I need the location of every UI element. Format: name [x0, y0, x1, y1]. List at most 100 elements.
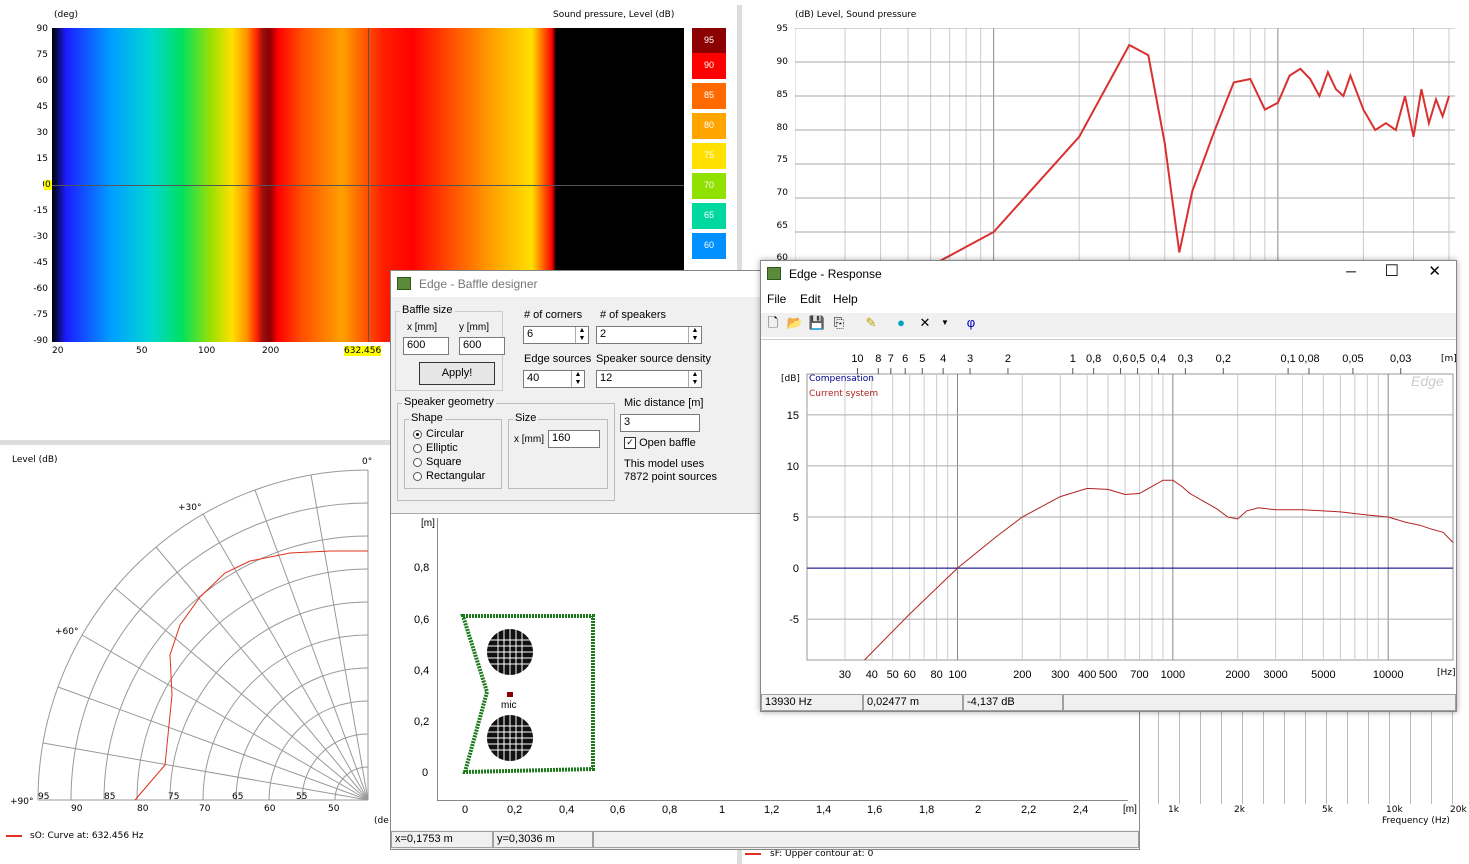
shape-option-square[interactable]: Square — [413, 456, 461, 468]
x-tick: 10k — [1386, 805, 1403, 815]
globe-icon[interactable]: ● — [897, 315, 905, 330]
delete-icon[interactable]: ✕ — [919, 315, 931, 330]
x-tick: 1,6 — [867, 804, 883, 816]
x-tick: 200 — [262, 346, 280, 356]
response-chart[interactable]: 10 8 7 6 5 4 3 2 1 0,8 0,6 0,5 0,4 0,3 0,2 0,1 0,08 0,05 0… — [761, 340, 1456, 694]
response-title-bar[interactable]: Edge - Response ─ ☐ ✕ — [761, 261, 1456, 287]
radio-icon — [413, 443, 422, 453]
top-tick-label: 0,08 — [1298, 353, 1319, 365]
top-tick-label: 5 — [919, 353, 925, 365]
menu-bar: File Edit Help — [761, 289, 1456, 309]
density-value: 12 — [600, 372, 613, 384]
colorbar-step: 70 — [692, 173, 726, 199]
y-tick: 90 — [36, 24, 48, 34]
y-tick: 90 — [776, 57, 788, 67]
window-title: Edge - Baffle designer — [419, 277, 538, 291]
polar-title: Level (dB) — [12, 455, 58, 465]
top-tick-label: 4 — [940, 353, 946, 365]
x-tick-label: 10000 — [1373, 669, 1404, 681]
radio-icon — [413, 429, 422, 439]
polar-spoke — [81, 634, 369, 801]
density-input[interactable]: 12 ▲ ▼ — [596, 370, 702, 388]
x-tick: 0,2 — [507, 804, 523, 816]
corners-input[interactable]: 6 ▲ ▼ — [523, 326, 589, 344]
x-tick-cursor: 632.456 — [344, 346, 382, 356]
x-tick-label: 2000 — [1225, 669, 1249, 681]
new-file-icon[interactable]: 🗋 — [767, 315, 779, 330]
response-y-unit: [dB] — [781, 374, 800, 384]
top-tick-label: 2 — [1005, 353, 1011, 365]
corners-spinner[interactable]: ▲ ▼ — [575, 327, 588, 343]
open-baffle-label: Open baffle — [639, 437, 696, 449]
y-tick: 0 — [422, 767, 429, 779]
radial-tick: 50 — [328, 804, 340, 814]
speakers-spinner[interactable]: ▲ ▼ — [688, 327, 701, 343]
copy-icon[interactable]: ⎘ — [833, 315, 845, 330]
y-mm-label: y [mm] — [459, 322, 489, 333]
polar-plot[interactable] — [0, 465, 392, 810]
corners-value: 6 — [527, 328, 534, 340]
density-spinner[interactable]: ▲ ▼ — [688, 371, 701, 387]
x-tick: 1k — [1168, 805, 1179, 815]
contour-marker[interactable]: 0 — [44, 180, 52, 190]
top-tick-label: 0,2 — [1216, 353, 1231, 365]
baffle-x-input[interactable]: 600 — [403, 337, 449, 355]
y-tick: 15 — [36, 154, 48, 164]
polar-spoke — [155, 546, 369, 801]
y-tick: 45 — [36, 102, 48, 112]
freq-plot[interactable] — [795, 28, 1455, 266]
minimize-icon[interactable]: ─ — [1346, 263, 1356, 279]
status-empty — [593, 831, 1139, 848]
app-icon — [397, 277, 411, 290]
y-tick: -30 — [33, 232, 48, 242]
polar-curve — [134, 550, 368, 801]
menu-help[interactable]: Help — [833, 292, 858, 306]
spl-curve — [930, 43, 1450, 266]
edge-sources-spinner[interactable]: ▲ ▼ — [571, 371, 584, 387]
baffle-y-input[interactable]: 600 — [459, 337, 505, 355]
response-plot-area[interactable]: 10 8 7 6 5 4 3 2 1 0,8 0,6 0,5 0,4 0,3 0,2 0,1 0,08 0,05 0… — [761, 339, 1457, 694]
phase-icon[interactable]: φ — [966, 315, 976, 330]
menu-edit[interactable]: Edit — [800, 292, 821, 306]
status-frequency: 13930 Hz — [761, 694, 863, 711]
response-window[interactable]: Edge - Response ─ ☐ ✕ File Edit Help 🗋 📂… — [760, 260, 1457, 712]
y-tick: 65 — [776, 221, 788, 231]
y-tick: 0,2 — [414, 716, 430, 728]
save-icon[interactable]: 💾 — [808, 315, 826, 330]
edge-sources-input[interactable]: 40 ▲ ▼ — [523, 370, 585, 388]
x-tick-label: 60 — [904, 669, 916, 681]
y-tick-label: 0 — [793, 563, 799, 575]
x-tick: 1,8 — [919, 804, 935, 816]
polar-spoke — [202, 513, 369, 801]
baffle-size-group: Baffle size — [395, 304, 503, 391]
top-tick-label: 0,1 — [1280, 353, 1295, 365]
polar-ring — [235, 667, 369, 801]
y-tick: 30 — [36, 128, 48, 138]
polar-spoke — [114, 587, 369, 801]
open-baffle-checkbox[interactable]: ✓ Open baffle — [624, 437, 696, 450]
maximize-icon[interactable]: ☐ — [1384, 263, 1399, 280]
mic-distance-input[interactable]: 3 — [620, 414, 700, 432]
freq-plot-lower — [1138, 712, 1455, 804]
radio-icon — [413, 471, 422, 481]
dropdown-arrow-icon[interactable]: ▼ — [941, 318, 949, 327]
apply-button[interactable]: Apply! — [419, 362, 495, 385]
close-icon[interactable]: ✕ — [1428, 263, 1441, 280]
size-x-input[interactable]: 160 — [548, 430, 600, 448]
x-tick: 1,4 — [816, 804, 832, 816]
open-folder-icon[interactable]: 📂 — [786, 315, 804, 330]
panel-divider-h[interactable] — [0, 440, 737, 445]
y-tick: -60 — [33, 284, 48, 294]
shape-option-elliptic[interactable]: Elliptic — [413, 442, 458, 454]
shape-option-rectangular[interactable]: Rectangular — [413, 470, 485, 482]
x-tick: 1,2 — [764, 804, 780, 816]
menu-file[interactable]: File — [767, 292, 787, 306]
polar-angle-label: 0° — [362, 457, 373, 467]
shape-option-circular[interactable]: Circular — [413, 428, 464, 440]
response-x-unit: [Hz] — [1437, 668, 1456, 678]
highlight-icon[interactable]: ✎ — [865, 315, 877, 330]
top-tick-label: 1 — [1070, 353, 1076, 365]
speakers-input[interactable]: 2 ▲ ▼ — [596, 326, 702, 344]
baffle-shape[interactable] — [457, 614, 597, 779]
y-tick-label: -5 — [789, 614, 799, 626]
